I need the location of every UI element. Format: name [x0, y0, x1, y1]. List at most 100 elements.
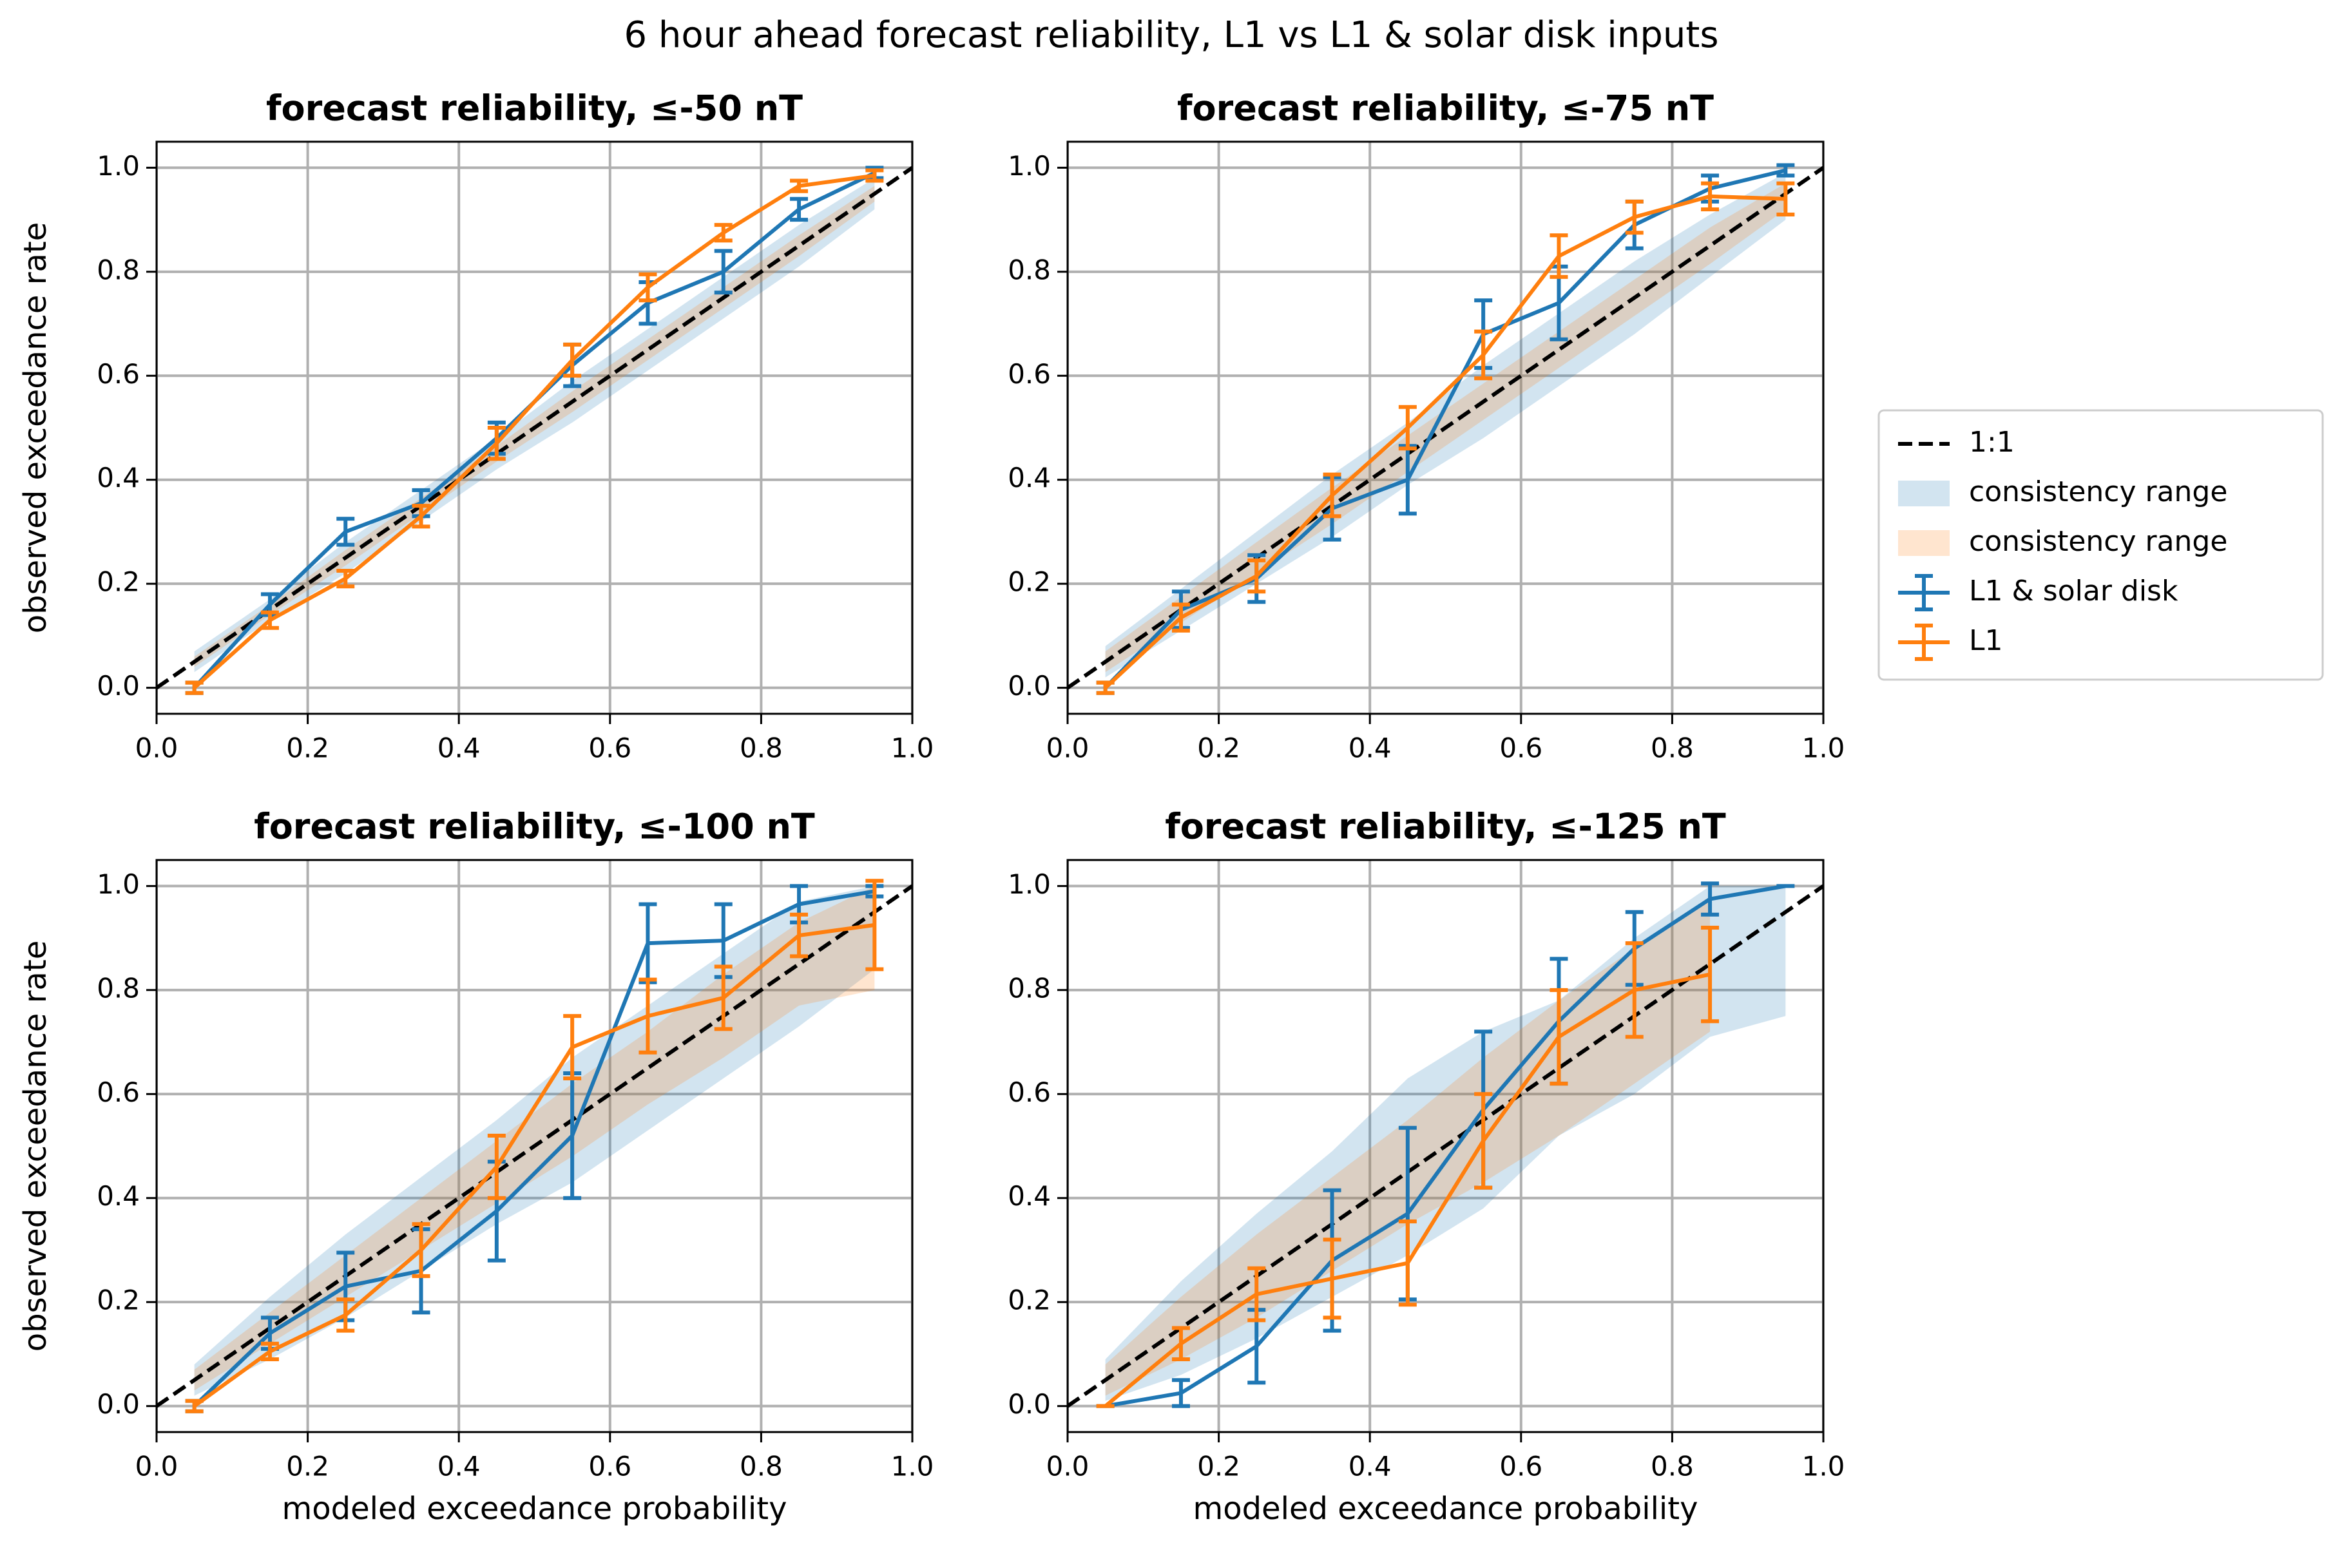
error-bar	[1625, 941, 1644, 1039]
y-tick-label: 0.0	[97, 670, 140, 702]
plot-area	[1068, 142, 1823, 714]
error-bar	[1701, 181, 1720, 211]
x-tick-label: 0.0	[135, 732, 178, 764]
subplot-title: forecast reliability, ≤-50 nT	[266, 88, 803, 129]
x-tick-label: 0.2	[286, 732, 329, 764]
x-tick-label: 0.0	[135, 1451, 178, 1482]
consistency-band	[1105, 886, 1786, 1401]
error-bar	[487, 1133, 506, 1200]
y-tick-label: 1.0	[97, 150, 140, 182]
error-bar	[1171, 1326, 1190, 1361]
x-tick-label: 1.0	[891, 732, 934, 764]
y-tick-label: 0.2	[1008, 1285, 1051, 1316]
error-bar	[1247, 1266, 1266, 1323]
y-tick-label: 0.6	[97, 358, 140, 390]
error-bar	[336, 1297, 355, 1333]
error-bar	[1701, 925, 1720, 1024]
error-bar	[412, 504, 430, 529]
x-tick-label: 0.2	[286, 1451, 329, 1482]
error-bar	[1625, 199, 1644, 235]
error-bar	[260, 1341, 279, 1361]
error-bar	[185, 680, 204, 695]
legend-swatch	[1898, 530, 1950, 556]
error-bar	[1776, 181, 1795, 217]
legend-label: consistency range	[1969, 475, 2227, 508]
x-tick-label: 0.6	[1499, 1451, 1542, 1482]
y-tick-label: 0.4	[1008, 1180, 1051, 1212]
x-tick-label: 0.8	[740, 1451, 783, 1482]
x-tick-label: 0.6	[588, 732, 631, 764]
x-tick-label: 0.0	[1046, 1451, 1089, 1482]
y-tick-label: 0.8	[97, 254, 140, 285]
series-line	[1104, 194, 1786, 689]
x-tick-label: 0.8	[740, 732, 783, 764]
legend-box	[1877, 409, 2324, 681]
reference-line	[157, 166, 912, 690]
error-bar	[563, 1014, 582, 1081]
y-tick-label: 1.0	[1008, 150, 1051, 182]
error-bar	[412, 1222, 430, 1278]
error-bar	[638, 272, 657, 303]
error-bar	[185, 1399, 204, 1413]
error-bar	[1171, 1378, 1190, 1408]
error-bar	[1474, 1092, 1493, 1190]
y-tick-label: 0.6	[1008, 1076, 1051, 1108]
y-tick-label: 0.0	[1008, 1388, 1051, 1420]
legend-swatch	[1898, 481, 1950, 506]
error-bar	[790, 196, 809, 222]
error-bar	[638, 977, 657, 1055]
y-tick-label: 0.0	[1008, 670, 1051, 702]
axes-frame	[1066, 140, 1825, 715]
legend-label: consistency range	[1969, 525, 2227, 558]
error-bar	[336, 517, 355, 547]
y-tick-label: 0.2	[1008, 566, 1051, 598]
subplot-title: forecast reliability, ≤-75 nT	[1177, 88, 1714, 129]
legend-swatch	[1898, 624, 1950, 661]
error-bar	[790, 912, 809, 959]
legend-label: L1	[1969, 624, 2003, 657]
error-bar	[1550, 988, 1568, 1086]
legend-label: 1:1	[1969, 426, 2015, 459]
error-bar	[714, 223, 733, 243]
consistency-band	[194, 886, 875, 1396]
x-tick-label: 0.4	[1349, 1451, 1392, 1482]
error-bar	[714, 964, 733, 1031]
error-bar	[865, 879, 884, 971]
error-bar	[260, 610, 279, 630]
x-tick-label: 0.8	[1651, 732, 1694, 764]
error-bar	[1171, 602, 1190, 633]
y-axis-label: observed exceedance rate	[17, 222, 53, 633]
axes-frame	[155, 859, 914, 1433]
error-bar	[336, 569, 355, 589]
reference-line	[157, 884, 912, 1408]
x-tick-label: 0.8	[1651, 1451, 1694, 1482]
error-bar	[487, 426, 506, 461]
x-tick-label: 0.2	[1197, 1451, 1240, 1482]
x-tick-label: 1.0	[891, 1451, 934, 1482]
legend-swatch	[1898, 574, 1950, 611]
error-bar	[563, 342, 582, 378]
error-bar	[1323, 472, 1341, 519]
error-bar	[1550, 233, 1568, 279]
y-tick-label: 0.0	[97, 1388, 140, 1420]
subplot-title: forecast reliability, ≤-100 nT	[254, 807, 815, 847]
error-bar	[1096, 680, 1115, 695]
x-axis-label: modeled exceedance probability	[1193, 1491, 1698, 1527]
subplot-title: forecast reliability, ≤-125 nT	[1165, 807, 1726, 847]
y-axis-label: observed exceedance rate	[17, 941, 53, 1352]
x-tick-label: 1.0	[1802, 1451, 1845, 1482]
series-line	[1105, 884, 1786, 1408]
legend-label: L1 & solar disk	[1969, 575, 2178, 607]
x-tick-label: 0.4	[1349, 732, 1392, 764]
y-tick-label: 0.4	[1008, 462, 1051, 493]
error-bar	[1323, 1238, 1341, 1320]
error-bar	[1474, 329, 1493, 381]
y-tick-label: 0.6	[97, 1076, 140, 1108]
series-line	[193, 923, 875, 1408]
y-tick-label: 0.8	[1008, 972, 1051, 1004]
axes-frame	[155, 140, 914, 715]
y-tick-label: 0.2	[97, 1285, 140, 1316]
